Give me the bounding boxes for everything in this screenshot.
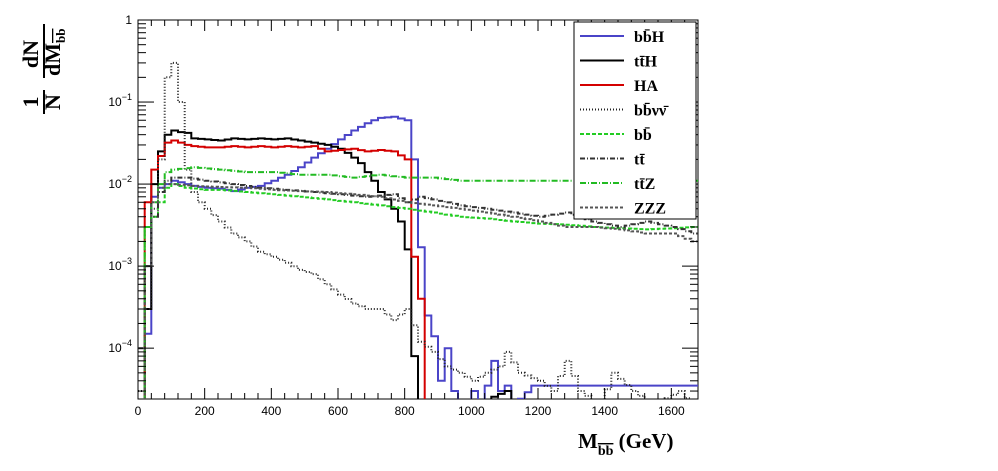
y-axis-title-one: 1 (18, 97, 43, 108)
legend-label: bb̄νν̄ (634, 100, 669, 119)
y-tick-label: 10−2 (108, 174, 132, 191)
y-tick-label: 10−4 (108, 338, 132, 355)
y-axis-title-dm-main: dM (40, 43, 65, 76)
x-tick-label: 1200 (525, 404, 552, 418)
x-tick-label: 400 (261, 404, 281, 418)
series-line-6 (143, 166, 698, 399)
y-tick-label: 10−3 (108, 256, 132, 273)
legend-label: bb̄H (634, 27, 665, 46)
y-axis-title: 1 N dN dMbb (18, 24, 68, 114)
series-line-4 (143, 183, 698, 399)
y-axis-title-n: N (40, 94, 65, 110)
legend-label: tt̄ (634, 151, 645, 168)
legend-label: HA (634, 78, 658, 95)
x-axis-title-sub: bb (598, 444, 614, 459)
legend-label: bb̄ (634, 125, 652, 144)
x-tick-label: 0 (135, 404, 142, 418)
series-layer (138, 61, 698, 399)
series-line-5 (138, 176, 698, 350)
y-axis-title-dm: dMbb (40, 29, 68, 76)
x-tick-label: 600 (328, 404, 348, 418)
legend-label: tt̄H (634, 53, 658, 70)
x-axis-title-main: M (578, 429, 598, 453)
x-tick-label: 1600 (658, 404, 685, 418)
x-axis-title-unit: (GeV) (613, 429, 673, 453)
x-tick-label: 200 (195, 404, 215, 418)
x-tick-label: 800 (395, 404, 415, 418)
series-line-0 (143, 115, 698, 399)
series-line-2 (143, 139, 426, 399)
legend-label: ZZZ (634, 201, 666, 218)
legend-box (573, 21, 697, 220)
legend-entries: bb̄H tt̄H HA bb̄νν̄ bb̄ tt̄ tt̄Z ZZZ (580, 27, 669, 218)
x-tick-label: 1400 (591, 404, 618, 418)
series-line-3 (138, 61, 693, 399)
y-tick-label: 10−1 (108, 92, 132, 109)
legend-label: tt̄Z (634, 176, 655, 193)
x-tick-label: 1000 (458, 404, 485, 418)
x-axis-title: Mbb (GeV) (578, 429, 673, 459)
y-axis-title-dm-sub: bb (53, 29, 68, 43)
y-axis-title-dn: dN (18, 40, 43, 68)
series-line-7 (143, 183, 698, 399)
y-tick-label: 1 (125, 13, 132, 27)
legend: bb̄H tt̄H HA bb̄νν̄ bb̄ tt̄ tt̄Z ZZZ (573, 21, 697, 220)
axis-ticks: 0 200 400 600 800 1000 1200 1400 1600 1 10−1 10−2 10… (108, 13, 699, 418)
series-line-1 (143, 129, 513, 399)
